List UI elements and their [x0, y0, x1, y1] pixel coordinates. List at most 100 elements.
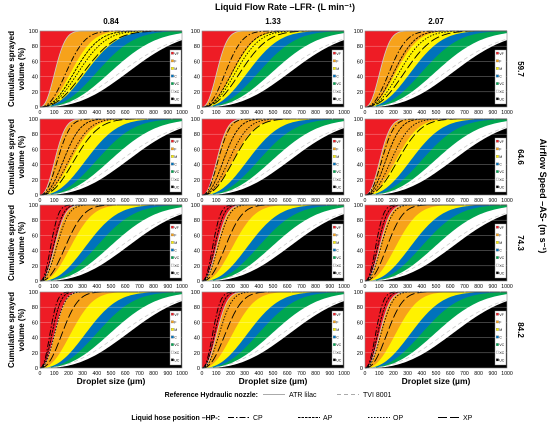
x-tick-label: 900	[163, 284, 172, 290]
class-band-UC	[365, 40, 507, 107]
column-label: 1.33	[265, 17, 281, 26]
y-axis-label: Cumulative sprayed volume (%)	[7, 205, 26, 281]
x-tick-label: 600	[121, 371, 130, 377]
hose-curve-AP	[364, 30, 507, 108]
class-legend-swatch	[333, 97, 336, 101]
class-legend-label: XC	[174, 90, 179, 94]
class-legend-swatch	[171, 59, 174, 63]
x-tick-label: 700	[135, 284, 144, 290]
class-legend-box	[494, 137, 507, 193]
class-legend-swatch	[496, 97, 499, 101]
x-tick-label: 0	[201, 198, 204, 204]
x-tick-label: 700	[297, 198, 306, 204]
class-legend-label: VF	[336, 52, 341, 56]
y-tick-label: 0	[35, 105, 38, 111]
x-tick-label: 1000	[501, 198, 513, 204]
class-legend-swatch	[333, 328, 336, 331]
y-axis-label: Cumulative sprayed volume (%)	[7, 292, 26, 368]
class-legend-label: UC	[499, 97, 505, 101]
class-legend-box	[331, 137, 344, 193]
y-tick-label: 20	[32, 178, 38, 184]
class-legend-label: VF	[336, 313, 341, 317]
class-legend-swatch	[171, 162, 174, 166]
class-legend-swatch	[496, 335, 499, 339]
class-legend-label: M	[499, 155, 502, 159]
x-tick-label: 800	[311, 284, 320, 290]
reference-curve	[201, 299, 345, 369]
y-tick-label: 20	[357, 90, 363, 96]
hose-legend-label-item: CP	[253, 415, 263, 422]
class-legend-swatch	[496, 343, 499, 346]
class-legend-swatch	[171, 89, 174, 93]
x-tick-label: 400	[254, 284, 263, 290]
x-tick-label: 900	[488, 371, 497, 377]
hose-curve-AP	[39, 30, 182, 108]
class-band-UC	[202, 301, 344, 368]
class-legend-swatch	[171, 335, 174, 339]
y-tick-label: 20	[194, 264, 200, 270]
class-legend-label: UC	[499, 185, 505, 189]
y-axis-label-line2: volume (%)	[17, 47, 26, 90]
x-tick-label: 0	[39, 110, 42, 116]
y-tick-label: 0	[197, 105, 200, 111]
x-tick-label: 400	[254, 110, 263, 116]
y-tick-label: 60	[32, 233, 38, 239]
class-legend-swatch	[496, 59, 499, 63]
class-legend-label: M	[499, 328, 502, 332]
reference-curve	[39, 212, 183, 282]
reference-curve	[201, 212, 345, 282]
class-legend-swatch	[333, 312, 336, 316]
x-tick-label: 400	[417, 371, 426, 377]
x-tick-label: 300	[240, 284, 249, 290]
hose-legend-label-item: AP	[323, 415, 333, 422]
y-axis-label-line2: volume (%)	[17, 221, 26, 264]
class-legend-swatch	[333, 89, 336, 93]
class-band-UC	[365, 301, 507, 368]
class-legend-label: UC	[499, 271, 505, 275]
class-legend-label: UC	[174, 271, 180, 275]
class-legend-swatch	[171, 97, 174, 101]
panel-frame	[201, 30, 345, 108]
class-legend-swatch	[171, 51, 174, 55]
class-legend-label: VC	[499, 256, 504, 260]
x-tick-label: 600	[446, 110, 455, 116]
x-tick-label: 500	[269, 198, 278, 204]
y-tick-label: 60	[32, 147, 38, 153]
x-axis-label: Droplet size (µm)	[239, 376, 308, 386]
class-legend-swatch	[333, 263, 336, 267]
y-tick-label: 0	[35, 366, 38, 372]
x-tick-label: 100	[375, 371, 384, 377]
y-tick-label: 100	[29, 29, 38, 35]
y-tick-label: 100	[354, 290, 363, 296]
x-tick-label: 300	[403, 110, 412, 116]
panel-frame	[364, 30, 508, 108]
x-tick-label: 500	[107, 198, 116, 204]
reference-curve	[201, 126, 345, 196]
y-tick-label: 0	[360, 279, 363, 285]
x-axis-label: Droplet size (µm)	[402, 376, 471, 386]
class-legend-label: VF	[174, 52, 179, 56]
class-legend-swatch	[171, 82, 174, 85]
class-legend-label: F	[174, 320, 177, 324]
x-tick-label: 800	[474, 110, 483, 116]
class-legend-label: VF	[499, 140, 504, 144]
x-tick-label: 700	[460, 284, 469, 290]
class-legend-swatch	[496, 162, 499, 166]
x-tick-label: 900	[325, 110, 334, 116]
class-legend-swatch	[171, 74, 174, 78]
y-tick-label: 40	[32, 336, 38, 342]
y-tick-label: 40	[194, 336, 200, 342]
class-legend-label: UC	[336, 358, 342, 362]
y-tick-label: 100	[29, 290, 38, 296]
y-tick-label: 100	[29, 203, 38, 209]
x-tick-label: 1000	[176, 284, 188, 290]
x-tick-label: 600	[446, 284, 455, 290]
class-legend-swatch	[496, 74, 499, 78]
class-legend-swatch	[496, 263, 499, 267]
class-band-UC	[202, 128, 344, 195]
x-tick-label: 300	[403, 371, 412, 377]
column-label: 2.07	[428, 17, 444, 26]
